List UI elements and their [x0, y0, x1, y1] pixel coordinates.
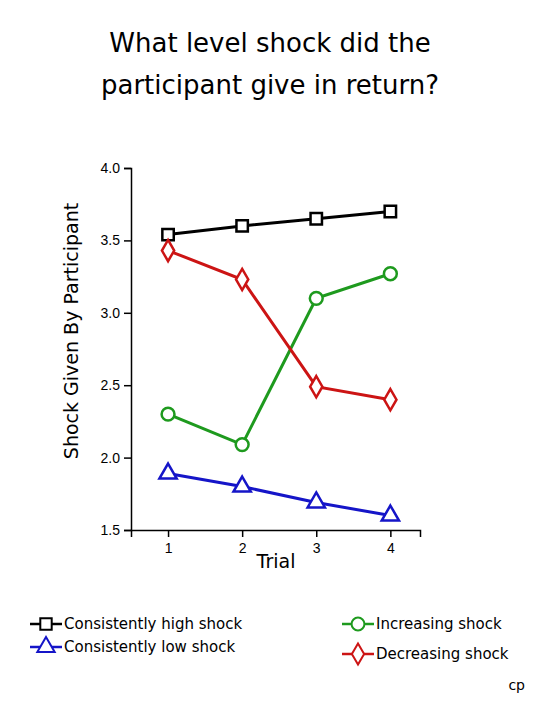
legend-marker [352, 643, 364, 664]
legend-label: Consistently low shock [64, 638, 235, 656]
plot-area [159, 206, 399, 521]
x-axis-line [132, 531, 421, 538]
y-tick-mark [124, 530, 131, 532]
y-tick-mark [124, 240, 131, 242]
y-tick-mark [124, 385, 131, 387]
series-marker [236, 269, 248, 290]
legend-label: Consistently high shock [64, 615, 242, 633]
series-marker [310, 376, 322, 397]
y-tick: 2.0 [101, 450, 131, 466]
y-tick-label: 1.5 [101, 522, 121, 538]
y-tick-label: 2.0 [101, 450, 121, 466]
y-tick-mark [124, 457, 131, 459]
x-tick: 4 [387, 530, 395, 556]
x-tick: 2 [239, 530, 247, 556]
x-tick-mark [168, 530, 170, 537]
legend-marker [352, 618, 365, 631]
series-marker [159, 464, 176, 479]
x-tick-mark [390, 530, 392, 537]
y-tick-label: 3.0 [101, 305, 121, 321]
series-marker [162, 408, 175, 421]
y-tick: 1.5 [101, 522, 131, 538]
x-tick-label: 4 [387, 540, 395, 556]
y-tick: 3.0 [101, 305, 131, 321]
x-tick-mark [316, 530, 318, 537]
y-tick-label: 3.5 [101, 232, 121, 248]
legend-marker [40, 618, 51, 629]
series-marker [162, 240, 174, 261]
legend-item: Consistently high shock [30, 615, 242, 633]
y-tick-mark [124, 313, 131, 315]
x-tick-label: 3 [313, 540, 321, 556]
series-line [168, 211, 390, 234]
x-tick-mark [242, 530, 244, 537]
series-marker [236, 438, 249, 451]
x-tick: 1 [165, 530, 173, 556]
series-line [168, 474, 390, 516]
series-marker [311, 213, 322, 224]
y-axis-title: Shock Given By Participant [60, 203, 82, 459]
y-tick: 2.5 [101, 377, 131, 393]
legend-label: Increasing shock [376, 615, 502, 633]
legend: Consistently high shock Consistently low … [30, 615, 509, 665]
series-marker [233, 477, 250, 492]
y-tick: 3.5 [101, 232, 131, 248]
y-tick: 4.0 [101, 160, 131, 176]
x-tick-label: 2 [239, 540, 247, 556]
legend-marker [37, 637, 54, 652]
x-tick: 3 [313, 530, 321, 556]
x-axis-title: Trial [256, 550, 296, 572]
y-axis-line [124, 169, 132, 531]
title: What level shock did theparticipant give… [101, 28, 439, 100]
series-marker [385, 206, 396, 217]
legend-label: Decreasing shock [376, 645, 509, 663]
series-line [168, 251, 390, 400]
y-tick-label: 2.5 [101, 377, 121, 393]
annotation: cp [508, 677, 525, 693]
series-marker [384, 389, 396, 410]
series-marker [236, 220, 247, 231]
chart: What level shock did theparticipant give… [0, 0, 540, 720]
y-axis: 1.5 2.0 2.5 3.0 3.5 4.0 [101, 160, 132, 538]
series-marker [310, 292, 323, 305]
y-tick-mark [124, 168, 131, 170]
x-tick-label: 1 [165, 540, 173, 556]
legend-item: Consistently low shock [30, 637, 235, 656]
series-marker [382, 506, 399, 521]
y-tick-label: 4.0 [101, 160, 121, 176]
series-marker [308, 492, 325, 507]
legend-item: Decreasing shock [342, 643, 509, 664]
series-line [168, 274, 390, 445]
series-marker [384, 267, 397, 280]
legend-item: Increasing shock [342, 615, 502, 633]
